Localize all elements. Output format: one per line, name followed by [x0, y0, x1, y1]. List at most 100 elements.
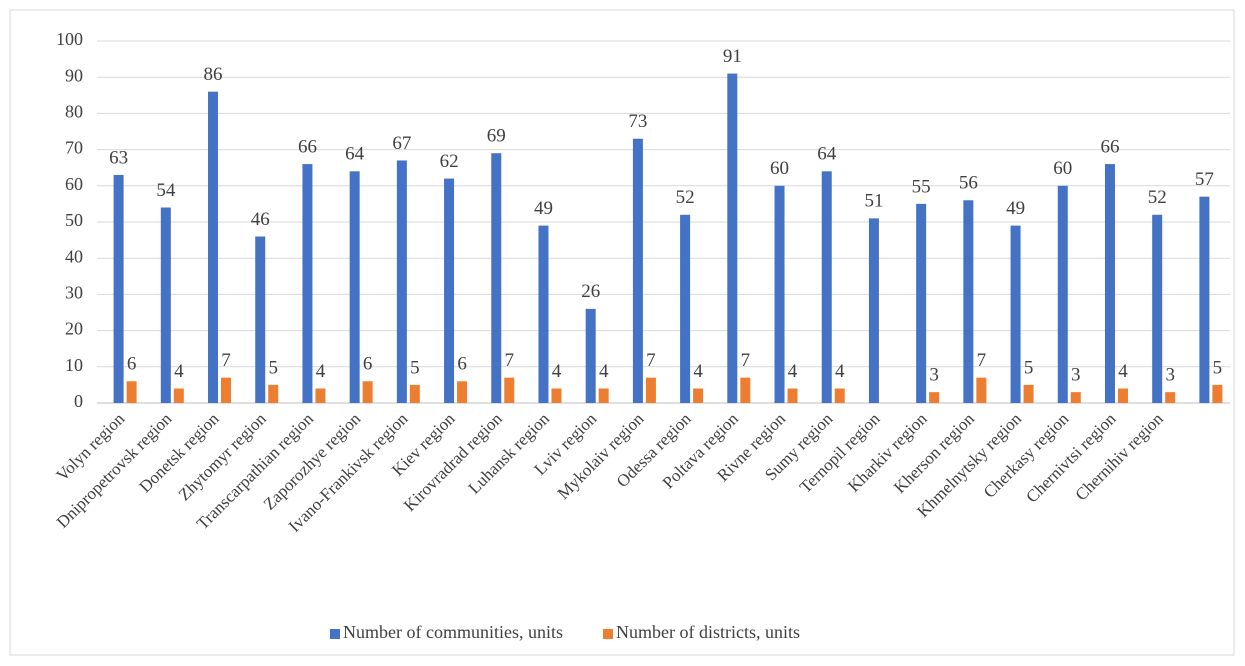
bar — [362, 381, 373, 403]
bar — [504, 377, 515, 403]
data-label: 7 — [505, 350, 515, 371]
data-label: 52 — [676, 187, 695, 208]
data-label: 66 — [298, 136, 317, 157]
bar — [302, 164, 313, 403]
y-tick-label: 100 — [56, 29, 83, 49]
data-label: 62 — [440, 151, 459, 172]
bar — [585, 308, 596, 403]
data-label: 60 — [770, 158, 789, 179]
data-label: 7 — [977, 350, 987, 371]
data-label: 5 — [410, 357, 420, 378]
data-label: 6 — [363, 354, 373, 375]
data-label: 5 — [268, 357, 278, 378]
bar — [1165, 392, 1176, 403]
bar — [1199, 196, 1210, 403]
bar — [221, 377, 232, 403]
data-label: 4 — [599, 361, 609, 382]
data-label: 67 — [392, 133, 411, 154]
data-label: 6 — [457, 354, 467, 375]
data-label: 4 — [316, 361, 326, 382]
bar — [551, 388, 562, 403]
y-tick-label: 80 — [65, 102, 83, 122]
bar — [268, 384, 279, 403]
legend-swatch — [602, 629, 613, 639]
y-tick-label: 0 — [74, 391, 83, 411]
data-label: 4 — [174, 361, 184, 382]
data-label: 7 — [221, 350, 231, 371]
data-label: 60 — [1053, 158, 1072, 179]
data-label: 73 — [628, 111, 647, 132]
bar — [598, 388, 609, 403]
bar — [1212, 384, 1223, 403]
y-tick-label: 90 — [65, 65, 83, 85]
data-label: 69 — [487, 126, 506, 147]
bar — [208, 91, 219, 404]
bar — [632, 138, 643, 404]
data-label: 26 — [581, 281, 600, 302]
y-tick-label: 40 — [65, 246, 83, 266]
y-tick-label: 70 — [65, 138, 83, 158]
bar — [1023, 384, 1034, 403]
bar — [396, 160, 407, 403]
data-label: 3 — [1071, 364, 1081, 385]
legend-label: Number of communities, units — [343, 622, 563, 642]
bar — [113, 174, 124, 403]
bar — [1057, 185, 1068, 403]
data-label: 7 — [741, 350, 751, 371]
data-label: 49 — [534, 198, 553, 219]
bar — [457, 381, 468, 403]
y-tick-label: 20 — [65, 319, 83, 339]
data-label: 5 — [1024, 357, 1034, 378]
bar — [349, 171, 360, 403]
bar — [126, 381, 137, 403]
data-label: 86 — [204, 64, 223, 85]
data-label: 63 — [109, 147, 128, 168]
bar — [693, 388, 704, 403]
bar — [1117, 388, 1128, 403]
bar — [1010, 225, 1021, 403]
y-tick-label: 10 — [65, 355, 83, 375]
data-label: 51 — [864, 191, 883, 212]
data-label: 3 — [1165, 364, 1175, 385]
bar — [491, 153, 502, 403]
data-label: 66 — [1100, 136, 1119, 157]
data-label: 4 — [552, 361, 562, 382]
data-label: 49 — [1006, 198, 1025, 219]
chart-border — [9, 9, 1235, 656]
data-label: 4 — [835, 361, 845, 382]
bar — [680, 214, 691, 403]
legend-label: Number of districts, units — [616, 622, 800, 642]
bar — [787, 388, 798, 403]
data-label: 57 — [1195, 169, 1214, 190]
bar — [963, 200, 974, 403]
data-label: 52 — [1148, 187, 1167, 208]
bar — [173, 388, 184, 403]
bar — [409, 384, 420, 403]
bar — [1152, 214, 1163, 403]
bar — [1070, 392, 1081, 403]
bar — [774, 185, 785, 403]
data-label: 4 — [693, 361, 703, 382]
data-label: 64 — [345, 144, 365, 165]
bar — [160, 207, 171, 403]
data-label: 4 — [1118, 361, 1128, 382]
data-label: 4 — [788, 361, 798, 382]
bar — [538, 225, 549, 403]
bar — [868, 218, 879, 403]
data-label: 6 — [127, 354, 137, 375]
data-label: 56 — [959, 173, 978, 194]
y-tick-label: 50 — [65, 210, 83, 230]
data-label: 5 — [1213, 357, 1223, 378]
bar — [821, 171, 832, 403]
bar — [1104, 164, 1115, 403]
bar — [255, 236, 266, 403]
data-label: 3 — [929, 364, 939, 385]
data-label: 55 — [912, 176, 931, 197]
y-tick-label: 60 — [65, 174, 83, 194]
data-label: 54 — [156, 180, 176, 201]
data-label: 91 — [723, 46, 742, 67]
bar — [834, 388, 845, 403]
y-tick-label: 30 — [65, 283, 83, 303]
